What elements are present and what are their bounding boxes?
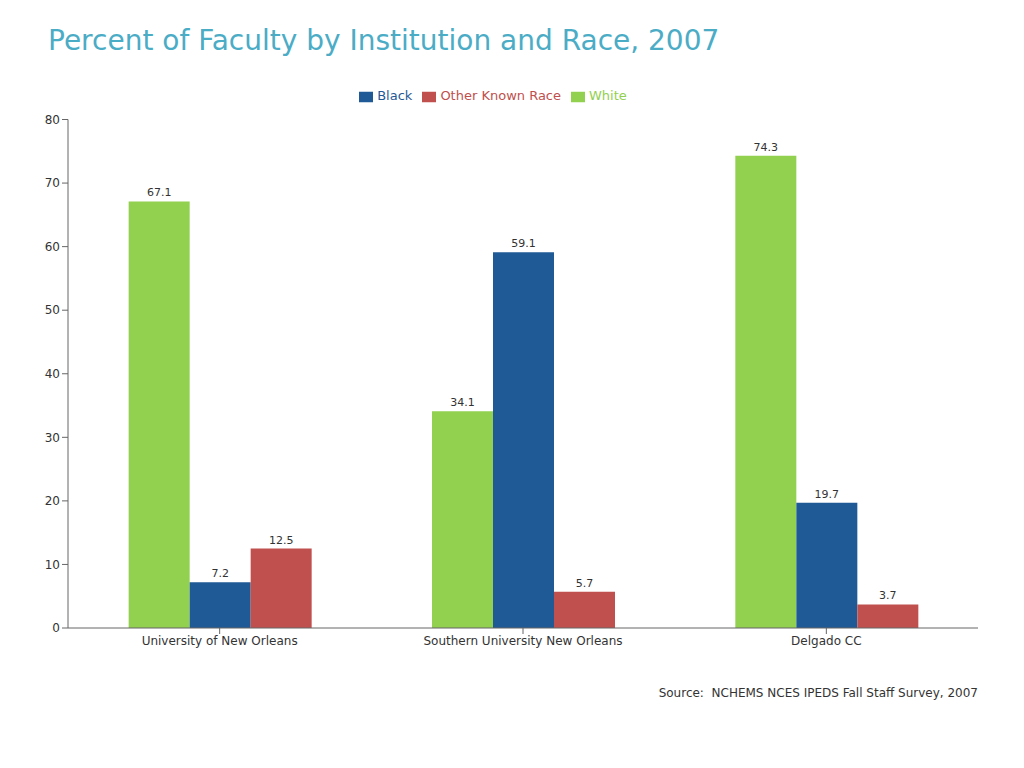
svg-text:34.1: 34.1 bbox=[450, 396, 475, 409]
svg-text:7.2: 7.2 bbox=[211, 567, 229, 580]
html-text:White: White bbox=[589, 88, 627, 103]
svg-text:50: 50 bbox=[45, 303, 60, 317]
svg-text:3.7: 3.7 bbox=[879, 589, 897, 602]
svg-text:40: 40 bbox=[45, 367, 60, 381]
html-text:Source: NCHEMS NCES IPEDS Fall: Source: NCHEMS NCES IPEDS Fall Staff Sur… bbox=[658, 686, 978, 700]
svg-text:0: 0 bbox=[52, 621, 60, 635]
svg-text:Delgado CC: Delgado CC bbox=[791, 634, 861, 648]
svg-text:5.7: 5.7 bbox=[576, 577, 594, 590]
html-text:Black: Black bbox=[377, 88, 413, 103]
svg-text:67.1: 67.1 bbox=[147, 186, 172, 199]
svg-text:30: 30 bbox=[45, 431, 60, 445]
svg-text:University of New Orleans: University of New Orleans bbox=[142, 634, 298, 648]
html-text:Percent of Faculty by Institut: Percent of Faculty by Institution and Ra… bbox=[48, 24, 720, 57]
svg-text:80: 80 bbox=[45, 113, 60, 127]
svg-text:74.3: 74.3 bbox=[754, 141, 779, 154]
svg-text:59.1: 59.1 bbox=[511, 237, 536, 250]
svg-text:12.5: 12.5 bbox=[269, 534, 294, 547]
svg-text:20: 20 bbox=[45, 494, 60, 508]
html-text:Other Known Race: Other Known Race bbox=[440, 88, 561, 103]
svg-text:70: 70 bbox=[45, 176, 60, 190]
svg-text:60: 60 bbox=[45, 240, 60, 254]
svg-text:Southern University New Orlean: Southern University New Orleans bbox=[423, 634, 622, 648]
svg-text:19.7: 19.7 bbox=[815, 488, 840, 501]
svg-text:10: 10 bbox=[45, 558, 60, 572]
